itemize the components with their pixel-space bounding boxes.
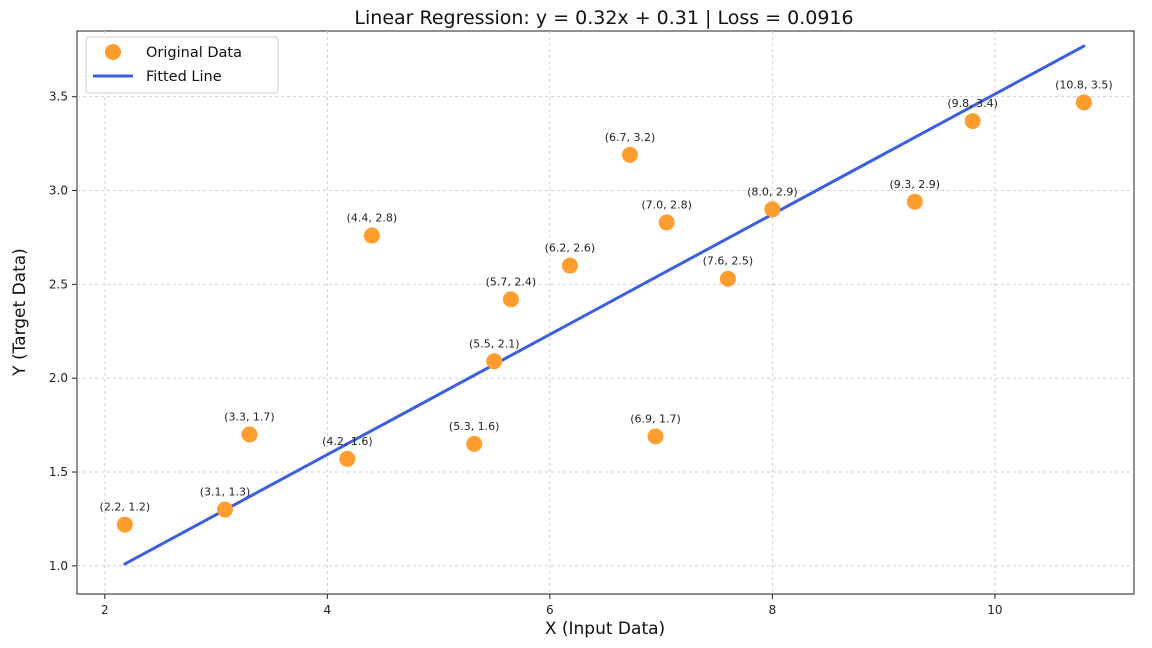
- legend: Original Data Fitted Line: [85, 36, 279, 94]
- data-point: [486, 353, 503, 370]
- point-labels-layer: (2.2, 1.2) (3.1, 1.3) (3.3, 1.7) (4.2, 1.6)…: [100, 78, 1113, 513]
- point-label: (6.2, 2.6): [545, 242, 596, 255]
- y-tick-label: 3.5: [49, 90, 68, 104]
- data-point: [658, 214, 675, 231]
- x-tick-label: 8: [769, 603, 777, 617]
- point-label: (6.7, 3.2): [605, 131, 656, 144]
- legend-label-original-data: Original Data: [146, 45, 242, 61]
- data-point: [1075, 94, 1092, 111]
- data-point: [906, 193, 923, 210]
- point-label: (5.7, 2.4): [486, 275, 537, 288]
- x-tick-label: 2: [101, 603, 109, 617]
- data-points-layer: [116, 94, 1092, 533]
- y-axis-label: Y (Target Data): [10, 248, 30, 377]
- data-point: [561, 257, 578, 274]
- point-label: (4.4, 2.8): [347, 212, 398, 225]
- point-label: (7.6, 2.5): [703, 255, 754, 268]
- point-label: (3.1, 1.3): [200, 486, 251, 499]
- data-point: [502, 291, 519, 308]
- y-tick-label: 1.0: [49, 559, 68, 573]
- fitted-line-layer: [123, 44, 1086, 566]
- point-label: (5.3, 1.6): [449, 420, 500, 433]
- legend-box: [85, 36, 279, 94]
- point-label: (9.3, 2.9): [890, 178, 941, 191]
- data-point: [241, 426, 258, 443]
- point-label: (10.8, 3.5): [1055, 78, 1113, 91]
- point-label: (4.2, 1.6): [322, 435, 373, 448]
- data-point: [964, 113, 981, 130]
- grid-lines: [77, 31, 1134, 594]
- data-point: [719, 270, 736, 287]
- data-point: [466, 435, 483, 452]
- plot-frame: [76, 30, 1135, 595]
- data-point: [764, 201, 781, 218]
- x-tick-label: 4: [324, 603, 332, 617]
- data-point: [339, 450, 356, 467]
- data-point: [621, 146, 638, 163]
- point-label: (3.3, 1.7): [224, 410, 275, 423]
- data-point: [216, 501, 233, 518]
- x-tick-label: 10: [987, 603, 1002, 617]
- y-tick-label: 3.0: [49, 184, 68, 198]
- point-label: (7.0, 2.8): [641, 198, 692, 211]
- legend-label-fitted-line: Fitted Line: [146, 69, 222, 85]
- legend-marker-original-data: [105, 44, 121, 60]
- x-axis-ticks: 2 4 6 8 10: [101, 594, 1003, 617]
- data-point: [363, 227, 380, 244]
- fitted-line: [123, 44, 1086, 566]
- y-tick-label: 2.0: [49, 371, 68, 385]
- point-label: (5.5, 2.1): [469, 337, 520, 350]
- y-tick-label: 1.5: [49, 465, 68, 479]
- chart-title: Linear Regression: y = 0.32x + 0.31 | Lo…: [354, 7, 853, 29]
- point-label: (2.2, 1.2): [100, 501, 151, 514]
- x-axis-label: X (Input Data): [545, 619, 665, 639]
- plot-area: (2.2, 1.2) (3.1, 1.3) (3.3, 1.7) (4.2, 1.6)…: [76, 30, 1135, 595]
- y-axis-ticks: 1.0 1.5 2.0 2.5 3.0 3.5: [49, 90, 77, 573]
- point-label: (8.0, 2.9): [747, 185, 798, 198]
- data-point: [647, 428, 664, 445]
- x-tick-label: 6: [546, 603, 554, 617]
- data-point: [116, 516, 133, 533]
- point-label: (9.8, 3.4): [947, 97, 998, 110]
- point-label: (6.9, 1.7): [630, 412, 681, 425]
- y-tick-label: 2.5: [49, 277, 68, 291]
